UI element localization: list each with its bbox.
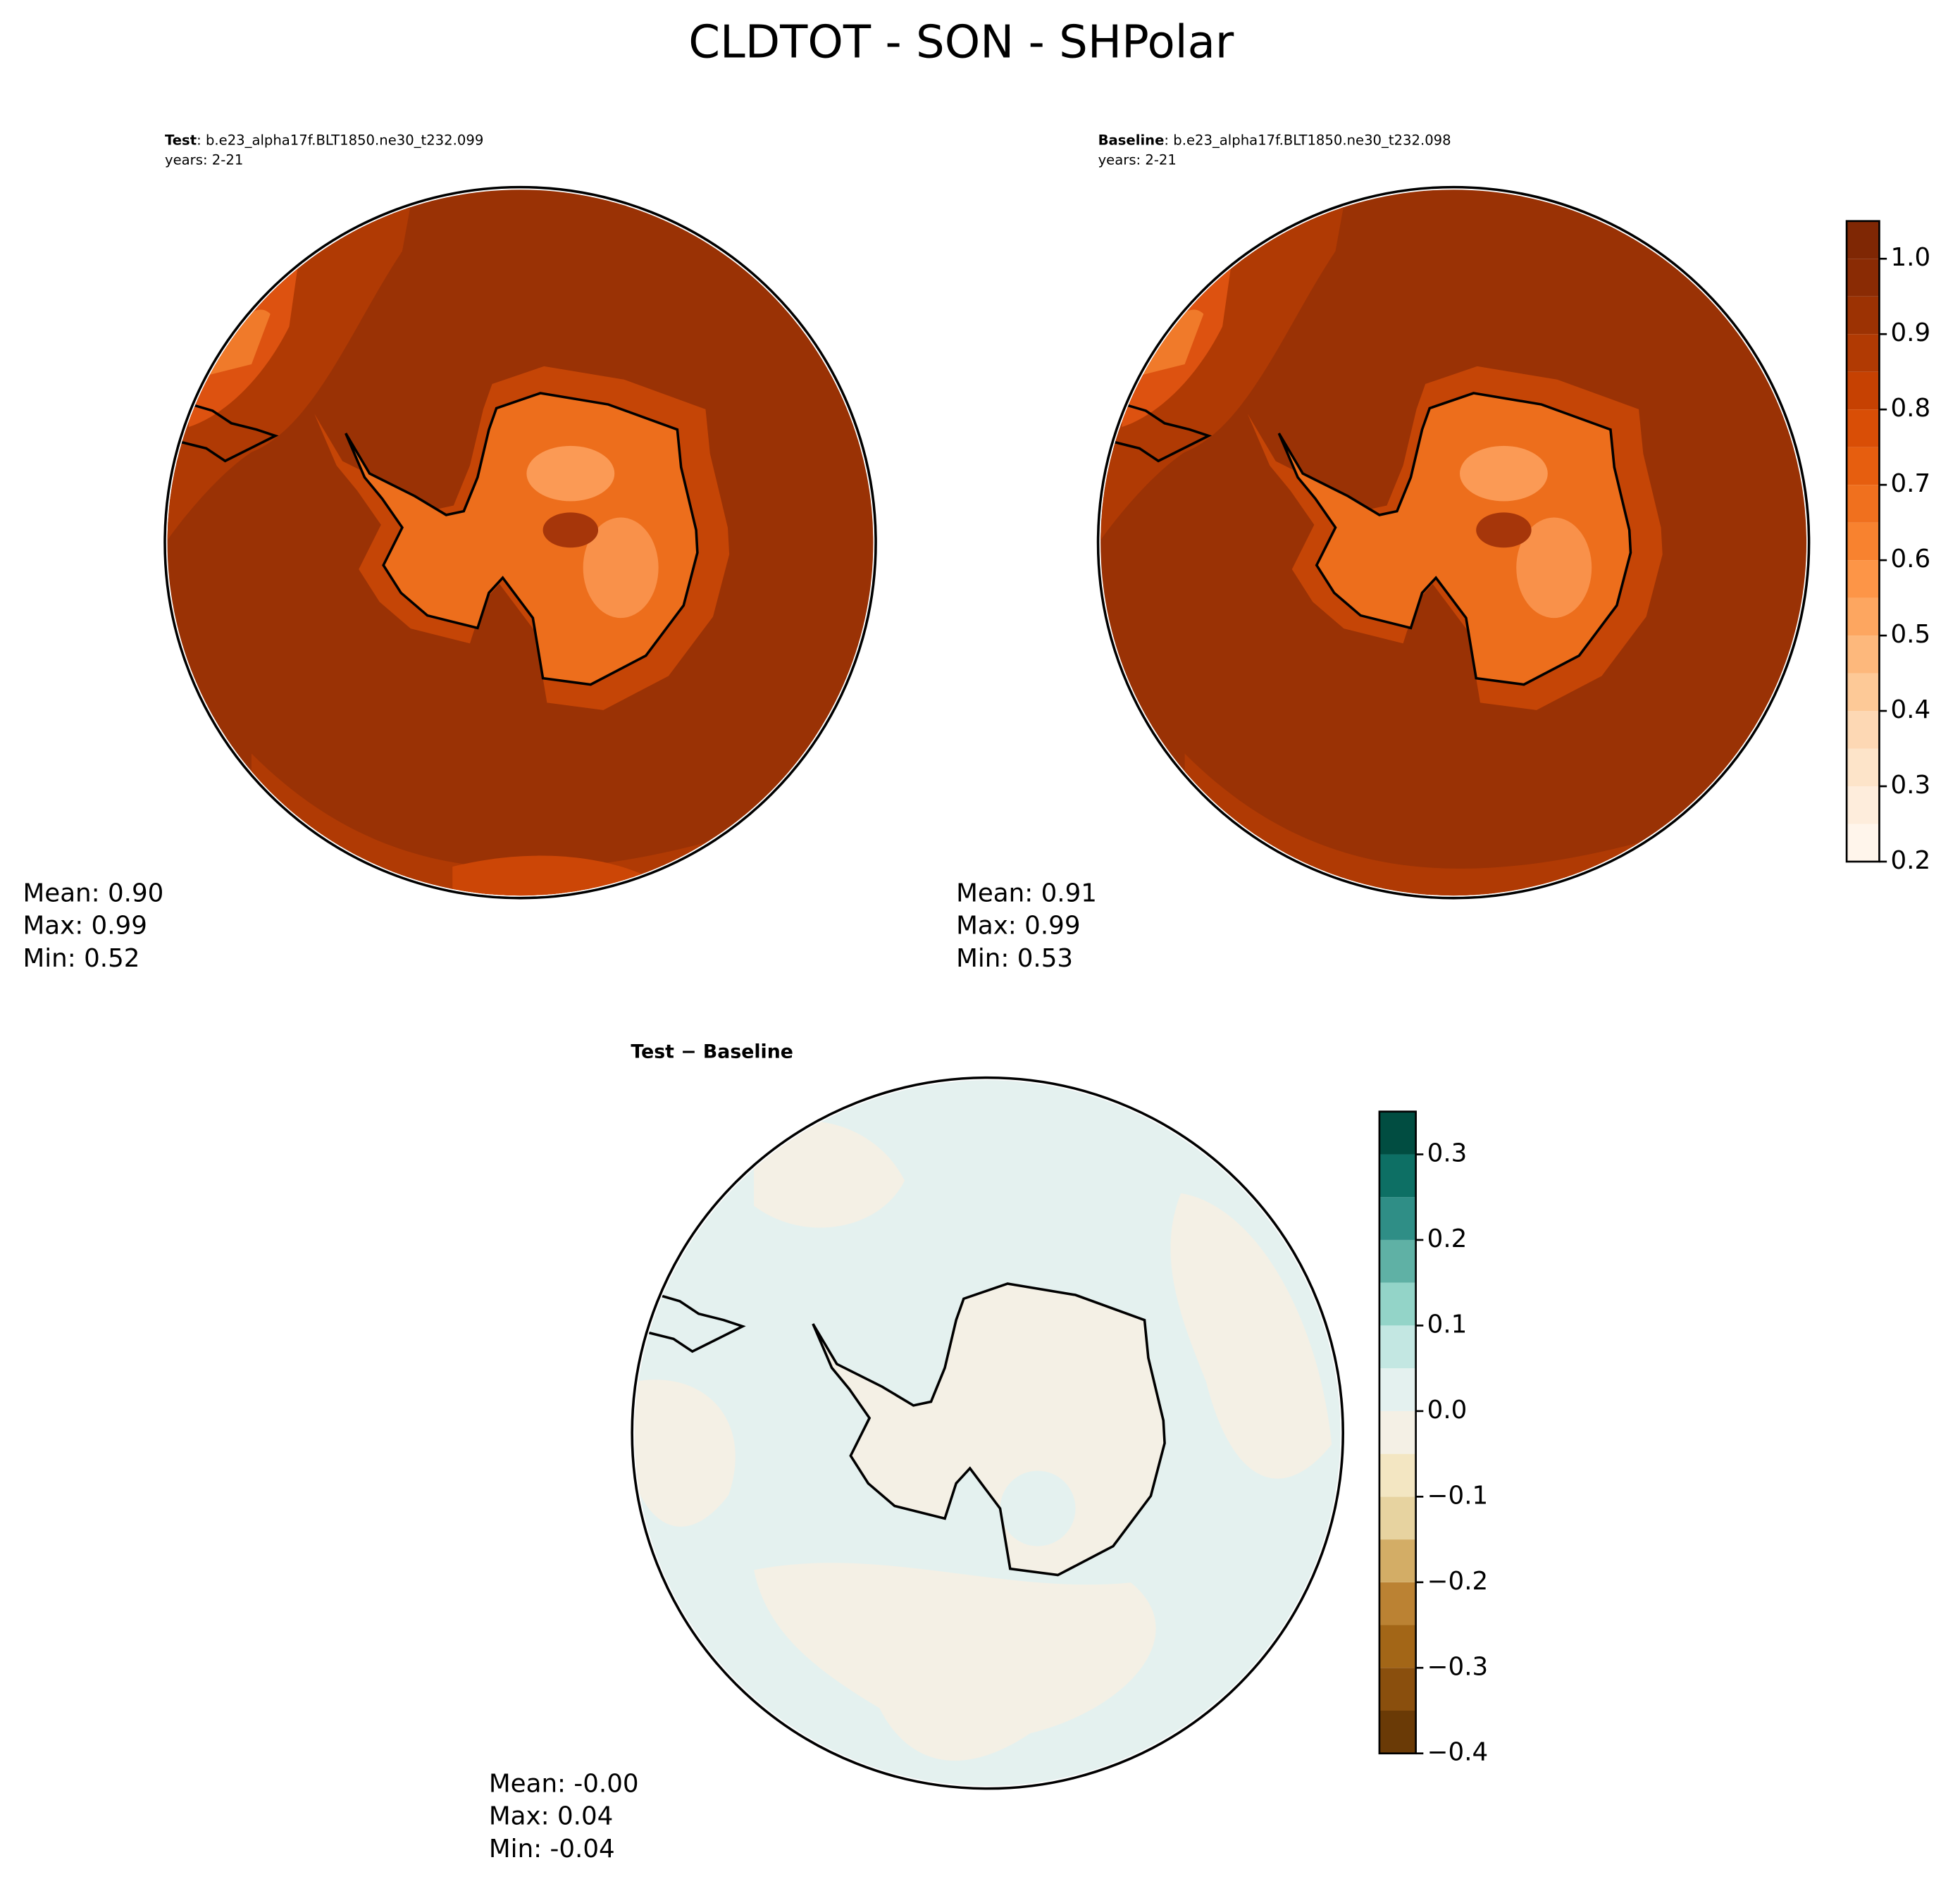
colorbar-tick-label: −0.1 [1427, 1481, 1489, 1510]
colorbar-frame [1378, 1110, 1417, 1755]
colorbar-tick-label: −0.3 [1427, 1652, 1489, 1681]
colorbar-tick-label: 0.1 [1427, 1310, 1468, 1339]
colorbar-band [1379, 1282, 1416, 1326]
map-border [163, 185, 877, 900]
colorbar-tick-label: 0.6 [1890, 545, 1930, 573]
stat: Mean: 0.91 [956, 879, 1097, 907]
colorbar-band [1847, 259, 1880, 297]
panel-years: years: 2-21 [165, 152, 243, 168]
colorbar-band [1847, 409, 1880, 447]
colorbar-tick-label: −0.2 [1427, 1567, 1489, 1596]
colorbar-band [1847, 371, 1880, 410]
map-difference [634, 1080, 1341, 1787]
colorbar-tick-label: 0.9 [1890, 318, 1930, 347]
colorbar-band [1847, 560, 1880, 598]
stat: Min: -0.04 [489, 1835, 615, 1864]
stat: Max: 0.99 [23, 912, 147, 941]
colorbar-band [1847, 447, 1880, 485]
panel-title-rest: : b.e23_alpha17f.BLT1850.ne30_t232.099 [197, 132, 483, 148]
colorbar-band [1847, 824, 1880, 862]
panel-title: Baseline: b.e23_alpha17f.BLT1850.ne30_t2… [1098, 132, 1451, 148]
colorbar-band [1847, 786, 1880, 824]
colorbar-tick-label: 0.3 [1427, 1139, 1468, 1167]
colorbar-band [1847, 485, 1880, 523]
colorbar-tick-label: 0.5 [1890, 620, 1930, 649]
panel-title-rest: : b.e23_alpha17f.BLT1850.ne30_t232.098 [1164, 132, 1451, 148]
colorbar-tick-label: 0.2 [1890, 846, 1930, 875]
colorbar-tick-label: 0.2 [1427, 1224, 1468, 1253]
colorbar-band [1379, 1154, 1416, 1198]
map-border [1096, 185, 1811, 900]
colorbar-band [1379, 1668, 1416, 1711]
colorbar-band [1847, 673, 1880, 712]
panel-title: Test: b.e23_alpha17f.BLT1850.ne30_t232.0… [165, 132, 483, 148]
stat: Mean: 0.90 [23, 879, 164, 907]
figure-title: CLDTOT - SON - SHPolar [688, 16, 1234, 69]
stat: Min: 0.52 [23, 944, 140, 973]
colorbar-band [1379, 1625, 1416, 1668]
colorbar-band [1379, 1539, 1416, 1582]
colorbar-band [1379, 1239, 1416, 1283]
colorbar-band [1847, 522, 1880, 561]
panel-years: years: 2-21 [1098, 152, 1177, 168]
map-test [167, 190, 874, 896]
colorbar-band [1847, 711, 1880, 749]
colorbar-band [1847, 334, 1880, 372]
colorbar-band [1379, 1197, 1416, 1240]
colorbar-band [1379, 1453, 1416, 1497]
map-border [631, 1076, 1344, 1790]
colorbar-band [1379, 1496, 1416, 1540]
colorbar-tick-label: 0.0 [1427, 1396, 1468, 1425]
colorbar-band [1379, 1710, 1416, 1754]
colorbar-tick-label: 0.3 [1890, 771, 1930, 800]
colorbar-band [1379, 1582, 1416, 1625]
stat: Mean: -0.00 [489, 1769, 639, 1798]
colorbar-band [1379, 1111, 1416, 1155]
colorbar-tick-label: 0.8 [1890, 394, 1930, 423]
colorbar-tick-label: −0.4 [1427, 1738, 1489, 1767]
colorbar-tick-label: 0.4 [1890, 695, 1930, 724]
colorbar-tick-label: 0.7 [1890, 469, 1930, 498]
colorbar-tick-label: 1.0 [1890, 243, 1930, 272]
colorbar-band [1847, 221, 1880, 259]
colorbar-band [1847, 597, 1880, 636]
colorbar-band [1379, 1410, 1416, 1454]
colorbar-frame [1845, 220, 1880, 863]
colorbar-band [1379, 1325, 1416, 1369]
stat: Max: 0.99 [956, 912, 1080, 941]
colorbar-band [1379, 1368, 1416, 1411]
panel-title: Test − Baseline [631, 1041, 793, 1062]
map-baseline [1100, 190, 1807, 896]
stat: Min: 0.53 [956, 944, 1073, 973]
panel-title-bold: Baseline [1098, 132, 1165, 148]
colorbar-band [1847, 296, 1880, 335]
colorbar-band [1847, 748, 1880, 787]
stat: Max: 0.04 [489, 1802, 613, 1831]
colorbar-band [1847, 635, 1880, 674]
panel-title-bold: Test [165, 132, 197, 148]
